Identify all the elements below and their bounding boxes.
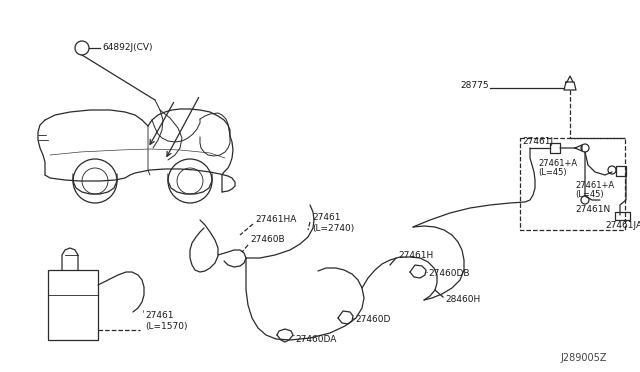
Text: 27460DA: 27460DA [295,336,337,344]
Text: (L=1570): (L=1570) [145,321,188,330]
Text: 27461H: 27461H [398,250,433,260]
Text: (L=2740): (L=2740) [312,224,355,234]
Bar [48,270,98,340]
Text: 27461JA: 27461JA [605,221,640,230]
Text: (L=45): (L=45) [538,169,566,177]
Text: 27461N: 27461N [575,205,611,215]
Text: 64892J(CV): 64892J(CV) [102,44,152,52]
Text: 27460D: 27460D [355,315,390,324]
Text: 27460DB: 27460DB [428,269,470,279]
Text: 27461+A: 27461+A [538,158,577,167]
Text: 27461: 27461 [145,311,173,320]
Text: 27460B: 27460B [250,235,285,244]
Text: (L=45): (L=45) [575,190,604,199]
Text: 27461: 27461 [312,214,340,222]
Text: 27461J: 27461J [522,138,553,147]
Text: 28775: 28775 [460,80,488,90]
Text: 27461HA: 27461HA [255,215,296,224]
Text: 27461+A: 27461+A [575,180,614,189]
Text: 28460H: 28460H [445,295,480,305]
Text: J289005Z: J289005Z [560,353,607,363]
